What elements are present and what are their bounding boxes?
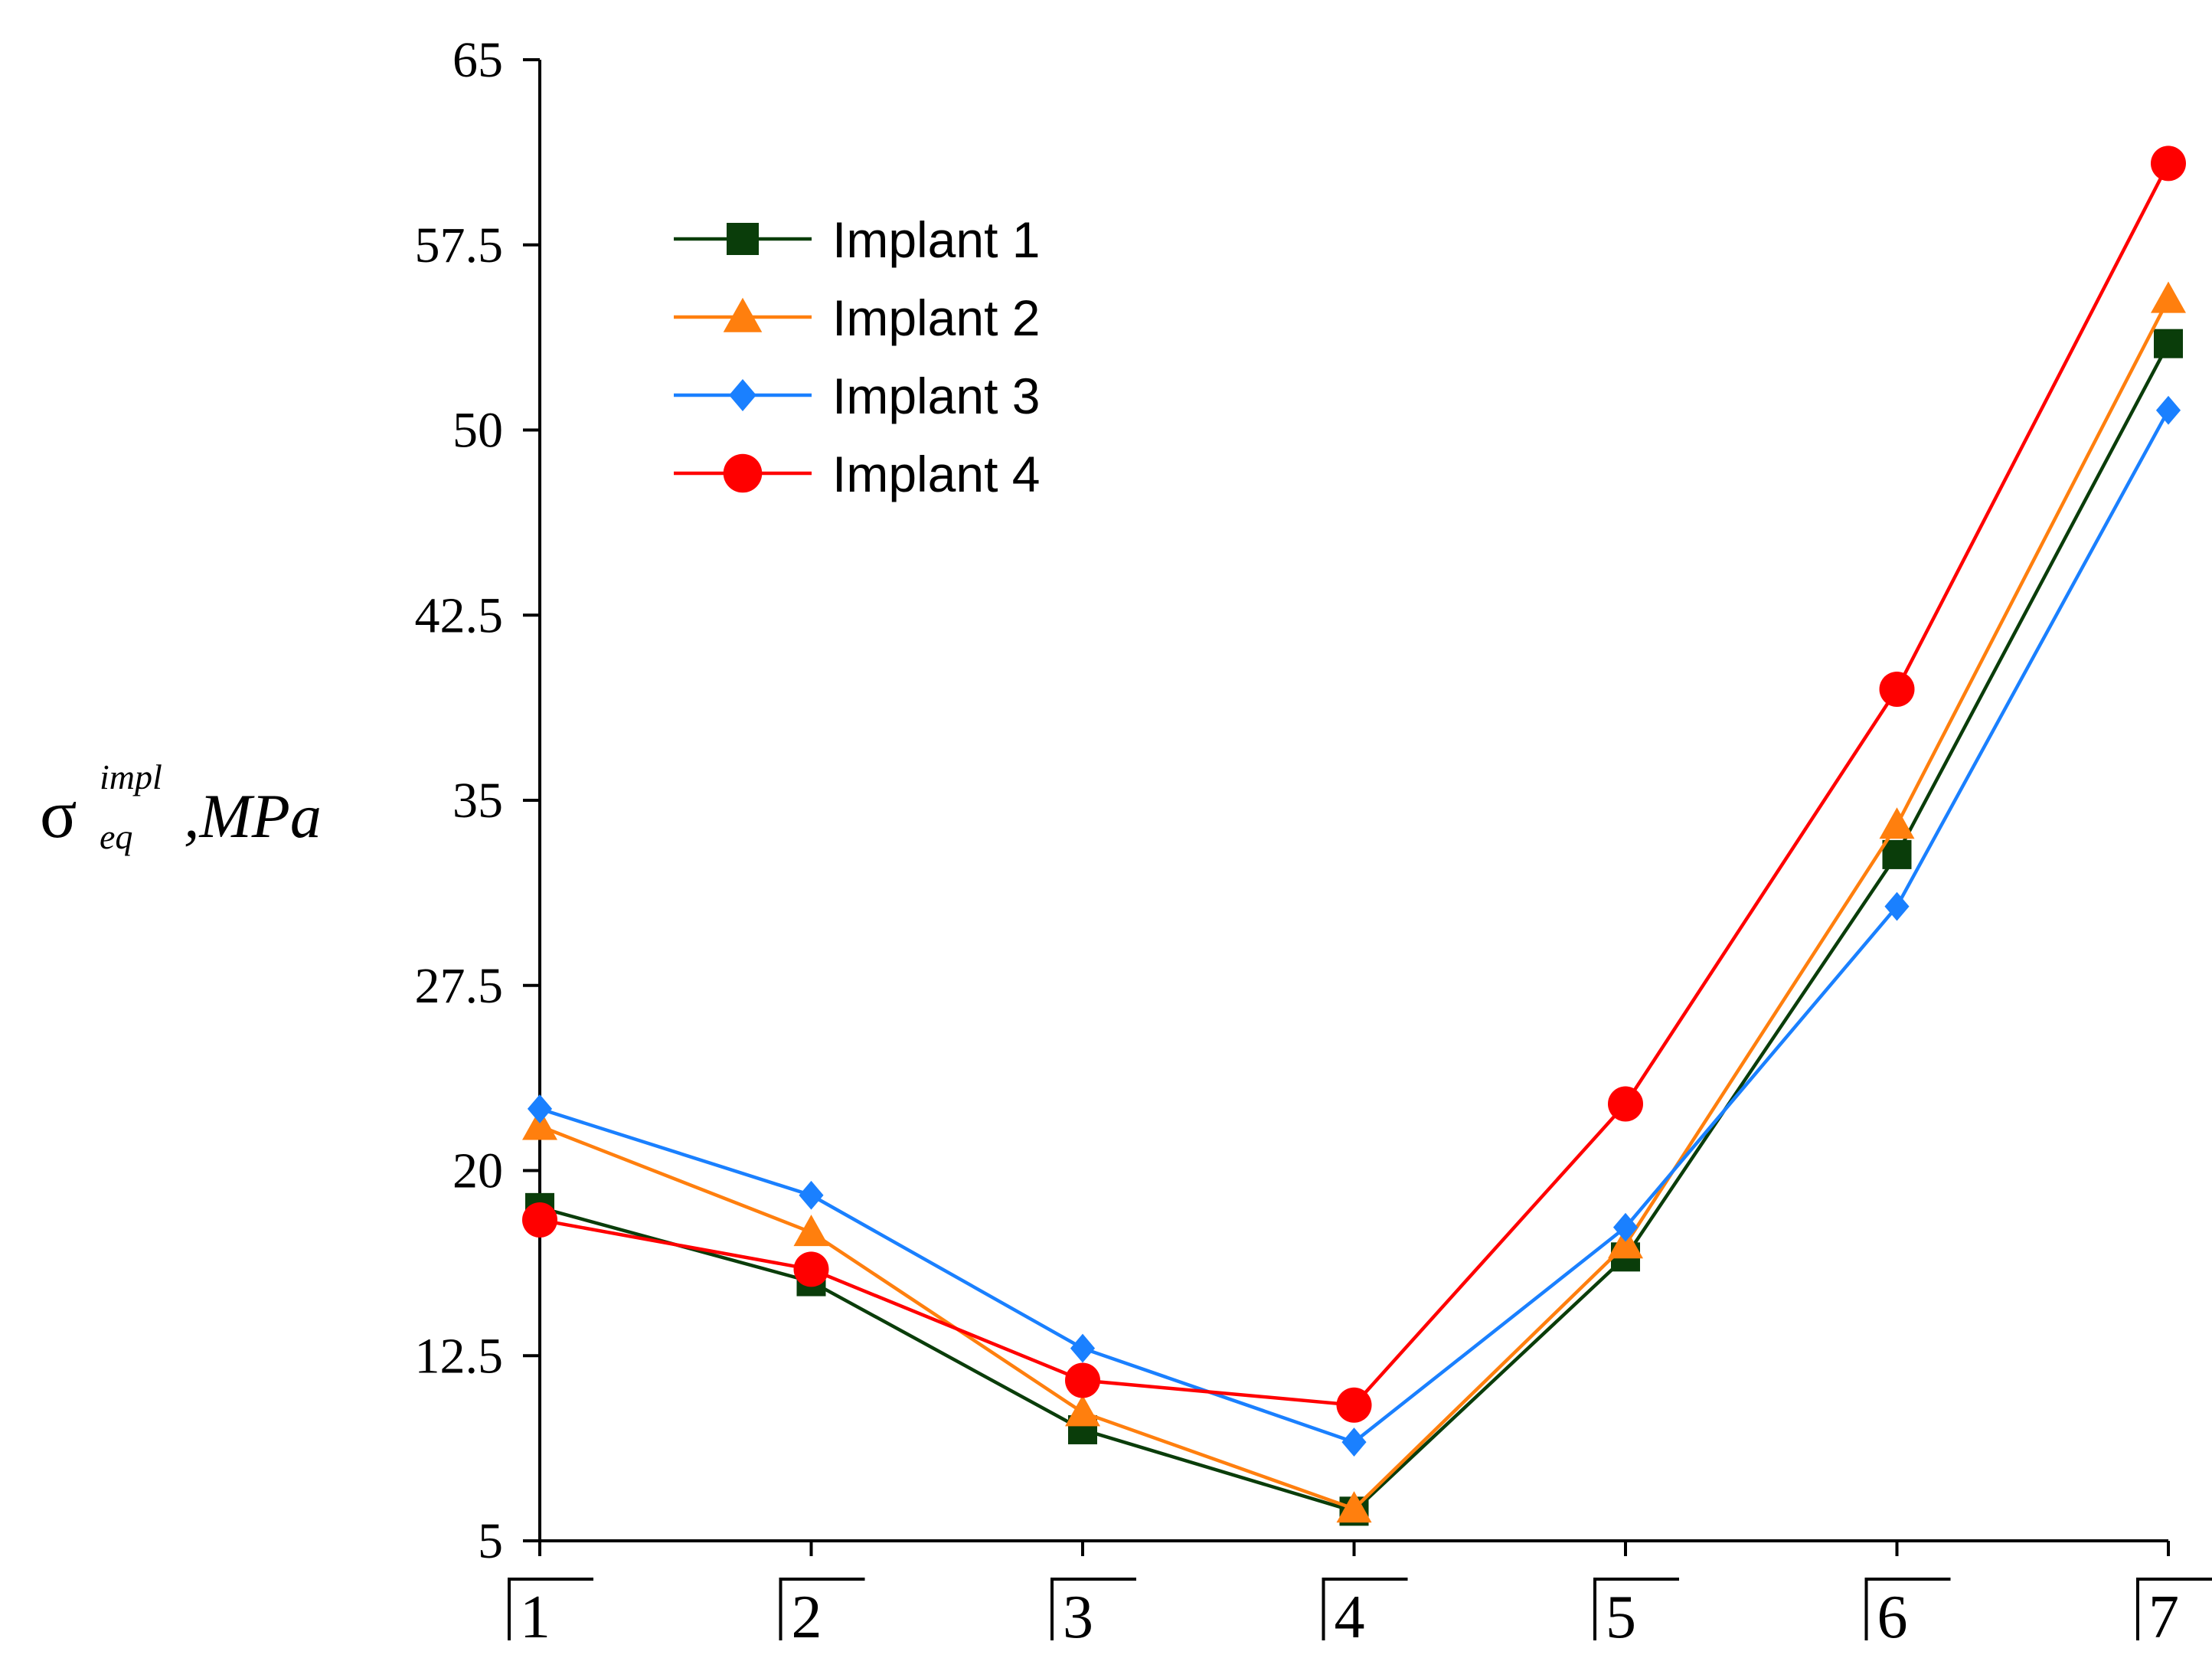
series-implant-1 xyxy=(525,329,2183,1526)
x-category-bracket xyxy=(1593,1578,1679,1640)
data-point-diamond xyxy=(1612,1212,1639,1242)
legend-item: Implant 2 xyxy=(674,289,1040,346)
series-line xyxy=(539,342,2170,1513)
x-category-bracket xyxy=(508,1578,593,1640)
x-tick-label: 6 xyxy=(1877,1584,1908,1651)
data-point-triangle xyxy=(1608,1227,1643,1259)
legend-marker xyxy=(723,297,763,332)
series-implant-4 xyxy=(522,146,2186,1423)
series-implant-3 xyxy=(527,395,2181,1457)
data-point-square xyxy=(2154,329,2183,358)
data-point-triangle xyxy=(1879,807,1915,839)
data-point-diamond xyxy=(799,1180,824,1210)
y-tick-label: 57.5 xyxy=(415,217,504,273)
y-tick-label: 20 xyxy=(453,1143,503,1199)
legend-marker xyxy=(729,379,756,411)
x-tick-label: 2 xyxy=(792,1584,822,1651)
data-point-triangle xyxy=(522,1108,557,1140)
x-category-bracket xyxy=(1322,1578,1408,1640)
series-line xyxy=(539,162,2170,1408)
data-point-circle xyxy=(793,1251,829,1287)
data-point-circle xyxy=(1608,1086,1643,1122)
legend: Implant 1 Implant 2 Implant 3 Implant 4 xyxy=(674,211,1040,502)
y-tick-label: 42.5 xyxy=(415,587,504,643)
legend-item: Implant 3 xyxy=(674,368,1040,424)
y-tick-label: 50 xyxy=(453,403,503,459)
data-point-diamond xyxy=(1341,1427,1367,1457)
series-layer xyxy=(522,146,2186,1526)
legend-label: Implant 4 xyxy=(832,446,1040,502)
y-axis-label: σ impl eq ,MPa xyxy=(40,757,322,856)
data-point-circle xyxy=(1065,1362,1100,1398)
x-tick-label: 5 xyxy=(1606,1584,1636,1651)
legend-item: Implant 4 xyxy=(674,446,1040,502)
series-line xyxy=(539,298,2170,1511)
x-tick-label: 3 xyxy=(1063,1584,1093,1651)
series-line xyxy=(539,409,2170,1444)
x-tick-label: 1 xyxy=(520,1584,551,1651)
y-tick-label: 65 xyxy=(453,32,503,88)
y-tick-label: 5 xyxy=(478,1513,503,1569)
data-point-square xyxy=(1882,839,1912,869)
data-point-triangle xyxy=(2151,281,2186,313)
data-point-diamond xyxy=(1884,891,1910,921)
legend-label: Implant 1 xyxy=(832,211,1040,268)
x-tick-label: 4 xyxy=(1335,1584,1365,1651)
x-tick-label: 7 xyxy=(2148,1584,2179,1651)
data-point-triangle xyxy=(793,1215,829,1247)
y-tick-label: 35 xyxy=(453,773,503,829)
data-point-diamond xyxy=(527,1094,553,1123)
data-point-circle xyxy=(522,1202,557,1238)
data-point-circle xyxy=(2151,146,2186,181)
data-point-circle xyxy=(1879,671,1915,707)
y-axis-symbol: σ xyxy=(40,777,77,852)
legend-label: Implant 2 xyxy=(832,289,1040,346)
legend-item: Implant 1 xyxy=(674,211,1040,268)
data-point-triangle xyxy=(1065,1395,1100,1427)
x-category-bracket xyxy=(1864,1578,1951,1640)
legend-marker xyxy=(723,453,763,493)
data-point-triangle xyxy=(1336,1491,1372,1523)
x-category-bracket xyxy=(2136,1578,2212,1640)
data-point-diamond xyxy=(1070,1333,1096,1363)
legend-label: Implant 3 xyxy=(832,368,1040,424)
x-category-bracket xyxy=(779,1578,865,1640)
axes: 5 12.5 20 27.5 35 42.5 50 57.5 65 1 2 3 4 5 6 7 xyxy=(415,32,2212,1651)
y-tick-label: 27.5 xyxy=(415,958,504,1014)
x-category-bracket xyxy=(1050,1578,1136,1640)
y-axis-unit: ,MPa xyxy=(184,781,322,851)
data-point-circle xyxy=(1336,1387,1372,1423)
legend-marker xyxy=(727,223,759,255)
y-axis-superscript: impl xyxy=(100,757,162,796)
series-implant-2 xyxy=(522,281,2186,1523)
y-axis-subscript: eq xyxy=(100,817,132,856)
data-point-diamond xyxy=(2155,395,2181,425)
y-tick-label: 12.5 xyxy=(415,1328,504,1384)
